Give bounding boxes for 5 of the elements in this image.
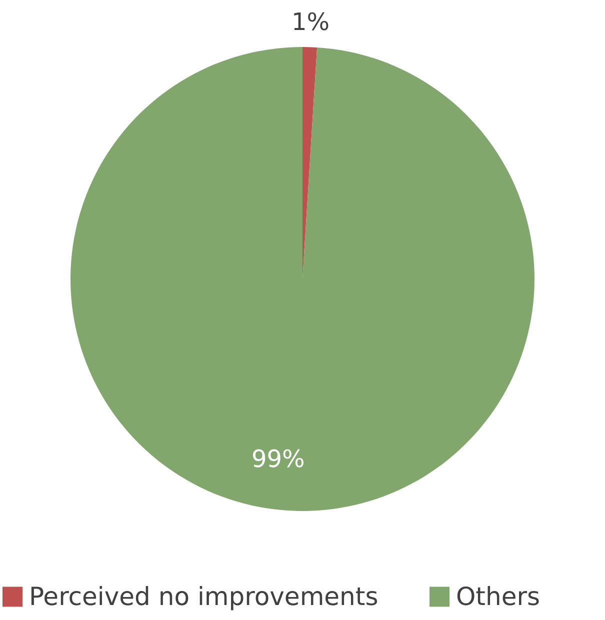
data-label: 99% xyxy=(252,444,305,473)
legend-label: Perceived no improvements xyxy=(29,582,378,611)
pie-slice xyxy=(70,47,534,511)
data-label: 1% xyxy=(292,8,330,36)
legend-label: Others xyxy=(456,582,540,611)
